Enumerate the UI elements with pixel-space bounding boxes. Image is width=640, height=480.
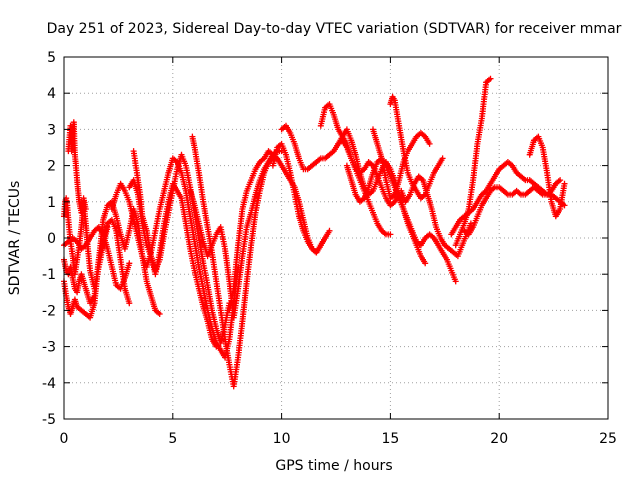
data-point	[326, 227, 333, 234]
y-tick-label: 4	[47, 86, 56, 102]
data-point	[426, 140, 433, 147]
y-tick-label: 1	[47, 195, 56, 211]
x-tick-label: 10	[273, 431, 291, 447]
series-pass-19	[398, 173, 474, 260]
series-pass-6	[108, 155, 242, 361]
y-tick-label: -1	[42, 267, 56, 283]
y-tick-label: -3	[42, 340, 56, 356]
y-tick-label: 5	[47, 50, 56, 66]
chart-title: Day 251 of 2023, Sidereal Day-to-day VTE…	[47, 21, 622, 37]
data-point	[126, 260, 133, 267]
series-pass-4	[65, 119, 89, 216]
y-axis-label: SDTVAR / TECUs	[7, 181, 23, 296]
data-point	[104, 224, 111, 231]
series-pass-10	[189, 133, 285, 390]
y-tick-label: -2	[42, 303, 56, 319]
series-pass-11	[226, 148, 329, 314]
series-pass-23	[526, 133, 568, 220]
data-point	[126, 300, 133, 307]
x-tick-label: 0	[60, 431, 69, 447]
x-axis-label: GPS time / hours	[275, 458, 392, 474]
data-point	[439, 155, 446, 162]
x-tick-label: 15	[381, 431, 399, 447]
data-point	[422, 260, 429, 267]
series-pass-8	[130, 148, 220, 350]
y-tick-label: 2	[47, 159, 56, 175]
data-point	[487, 75, 494, 82]
data-point	[387, 231, 394, 238]
y-tick-label: -5	[42, 412, 56, 428]
data-point	[557, 177, 564, 184]
x-tick-label: 25	[599, 431, 617, 447]
series-pass-22	[461, 177, 564, 238]
data-point	[467, 220, 474, 227]
series-pass-16	[343, 155, 459, 285]
series-pass-12	[269, 140, 333, 256]
data-point	[82, 206, 89, 212]
data-point	[156, 311, 163, 317]
series-pass-15	[335, 126, 429, 267]
data-series	[61, 75, 568, 390]
series-pass-5	[61, 224, 133, 292]
x-tick-label: 20	[490, 431, 508, 447]
y-tick-label: 3	[47, 122, 56, 138]
data-point	[561, 202, 568, 209]
data-point	[561, 180, 568, 187]
data-point	[452, 278, 459, 285]
y-tick-label: -4	[42, 376, 56, 392]
x-tick-label: 5	[168, 431, 177, 447]
axes: 0 5 10 15 20 25 -5 -4 -3 -2 -1 0 1 2 3 4 5	[42, 50, 617, 447]
data-point	[213, 343, 220, 350]
y-tick-label: 0	[47, 231, 56, 247]
